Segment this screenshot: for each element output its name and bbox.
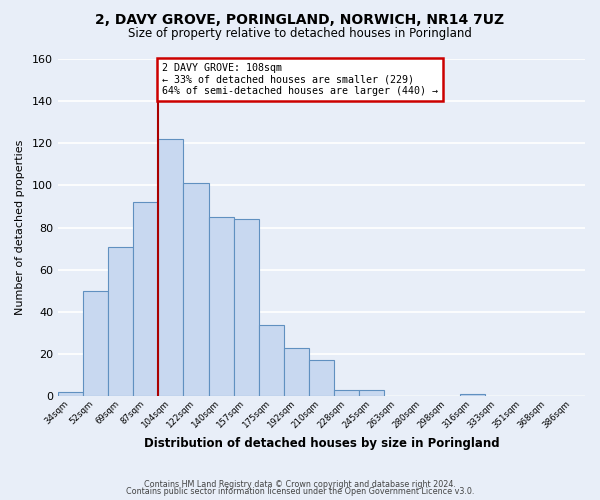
Text: Contains HM Land Registry data © Crown copyright and database right 2024.: Contains HM Land Registry data © Crown c…: [144, 480, 456, 489]
Bar: [58, 392, 83, 396]
Bar: [184, 184, 209, 396]
Bar: [460, 394, 485, 396]
Text: Contains public sector information licensed under the Open Government Licence v3: Contains public sector information licen…: [126, 488, 474, 496]
Bar: [108, 246, 133, 396]
Bar: [133, 202, 158, 396]
Bar: [284, 348, 309, 397]
Bar: [334, 390, 359, 396]
Bar: [259, 324, 284, 396]
X-axis label: Distribution of detached houses by size in Poringland: Distribution of detached houses by size …: [143, 437, 499, 450]
Bar: [359, 390, 384, 396]
Text: 2 DAVY GROVE: 108sqm
← 33% of detached houses are smaller (229)
64% of semi-deta: 2 DAVY GROVE: 108sqm ← 33% of detached h…: [162, 63, 438, 96]
Bar: [83, 291, 108, 397]
Bar: [309, 360, 334, 396]
Bar: [158, 139, 184, 396]
Bar: [233, 219, 259, 396]
Text: Size of property relative to detached houses in Poringland: Size of property relative to detached ho…: [128, 28, 472, 40]
Bar: [209, 217, 233, 396]
Y-axis label: Number of detached properties: Number of detached properties: [15, 140, 25, 316]
Text: 2, DAVY GROVE, PORINGLAND, NORWICH, NR14 7UZ: 2, DAVY GROVE, PORINGLAND, NORWICH, NR14…: [95, 12, 505, 26]
